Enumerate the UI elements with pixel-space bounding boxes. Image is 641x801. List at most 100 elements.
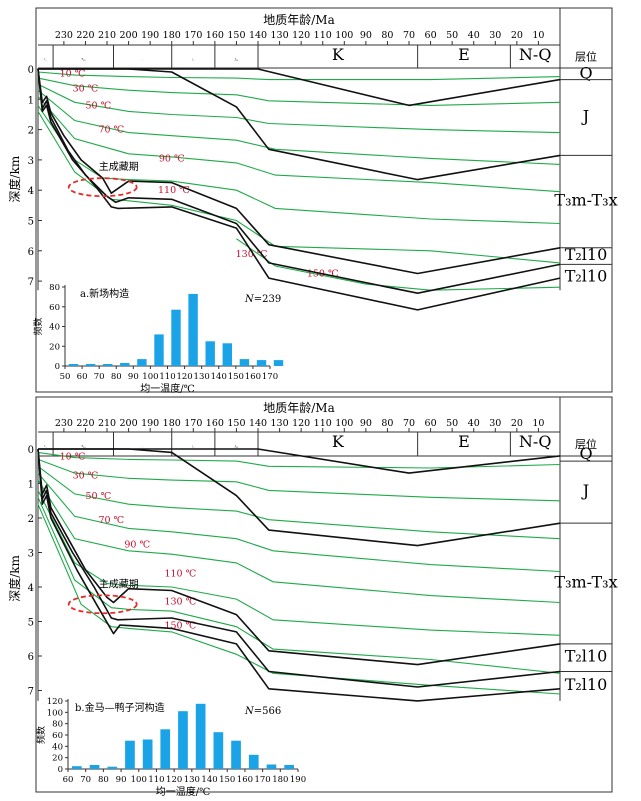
hist-x-tick-label: 140	[201, 775, 217, 785]
isotherm-label: 50 ℃	[86, 491, 112, 502]
hist-x-tick-label: 120	[166, 775, 182, 785]
isotherm-label: 70 ℃	[98, 515, 124, 526]
isotherm-line	[37, 451, 561, 469]
strata-label: T₃m-T₃x10	[554, 573, 617, 592]
age-tick-label: 100	[335, 418, 353, 429]
age-tick-label: 170	[184, 30, 202, 41]
hist-bar	[195, 703, 206, 769]
isotherm-line	[236, 238, 561, 291]
age-tick-label: 60	[425, 418, 437, 429]
hist-bar	[248, 754, 259, 769]
period-label: E10	[458, 432, 470, 451]
age-tick-label: 110	[314, 30, 332, 41]
period-label: J10	[191, 59, 195, 62]
depth-tick-label: 2	[28, 126, 34, 137]
isotherm-label: 130 ℃	[164, 596, 196, 607]
burial-curve-T2l12	[37, 448, 561, 702]
hist-y-tick-label: 20	[52, 754, 63, 764]
isotherm-line	[37, 503, 561, 695]
isotherm-label: 130 ℃	[236, 249, 268, 260]
strata-label: T₂l10	[565, 675, 608, 694]
depth-tick-label: 1	[28, 95, 34, 106]
age-tick-label: 200	[120, 418, 138, 429]
age-tick-label: 100	[335, 30, 353, 41]
depth-tick-label: 4	[28, 186, 34, 197]
isotherm-line	[37, 497, 561, 674]
hist-bar	[213, 732, 224, 769]
age-tick-label: 60	[425, 30, 437, 41]
hist-bar	[256, 360, 267, 366]
age-tick-label: 40	[468, 418, 480, 429]
age-tick-label: 190	[141, 30, 159, 41]
hist-bar	[142, 739, 153, 769]
period-label: T10	[81, 444, 86, 449]
depth-tick-label: 0	[28, 445, 34, 456]
hist-x-tick-label: 70	[80, 775, 91, 785]
hist-bar	[188, 293, 198, 366]
age-tick-label: 20	[511, 418, 523, 429]
panel-frame	[35, 7, 613, 393]
hist-y-tick-label: 80	[52, 720, 63, 730]
hist-n-label: N=566	[244, 706, 281, 717]
hist-bar	[284, 765, 294, 769]
isotherm-label: 90 ℃	[159, 153, 185, 164]
age-axis-title: 地质年龄/Ma	[263, 13, 335, 27]
age-tick-label: 140	[249, 418, 267, 429]
isotherm-label: 90 ℃	[124, 539, 150, 550]
period-label: J10	[234, 444, 239, 449]
age-tick-label: 30	[489, 418, 501, 429]
hist-bar	[178, 711, 188, 769]
depth-tick-label: 2	[28, 514, 34, 525]
depth-axis-title: 深度/km	[7, 554, 22, 601]
hist-x-tick-label: 80	[111, 372, 122, 382]
burial-curve-J	[38, 68, 561, 181]
strata-label: T₂l10	[565, 647, 608, 666]
hist-bar	[85, 364, 96, 366]
hist-x-tick-label: 120	[176, 372, 192, 382]
depth-tick-label: 6	[28, 652, 34, 663]
isotherm-label: 70 ℃	[98, 125, 124, 136]
isotherm-line	[37, 105, 561, 225]
isotherm-line	[37, 465, 561, 540]
hist-n-label: N=239	[244, 294, 281, 305]
hist-bar	[273, 360, 284, 366]
period-label: K10	[332, 432, 345, 451]
age-tick-label: 110	[314, 418, 332, 429]
hist-title: b.金马—鸭子河构造	[75, 701, 165, 714]
age-tick-label: 180	[163, 30, 181, 41]
depth-tick-label: 7	[28, 277, 34, 288]
age-tick-label: 230	[55, 30, 73, 41]
age-tick-label: 50	[446, 418, 458, 429]
period-label: T10	[44, 59, 47, 62]
strata-label: J10	[581, 481, 589, 500]
strata-label: T₂l10	[565, 266, 608, 285]
accumulation-ellipse	[67, 177, 138, 198]
hist-x-tick-label: 150	[228, 372, 244, 382]
age-tick-label: 10	[532, 418, 544, 429]
period-label: J10	[191, 446, 195, 449]
burial-curve-T3	[37, 448, 561, 666]
age-tick-label: 190	[141, 418, 159, 429]
age-tick-label: 50	[446, 30, 458, 41]
period-label: J10	[141, 59, 144, 61]
isotherm-label: 30 ℃	[73, 470, 99, 481]
period-label: N-Q10	[519, 45, 552, 64]
depth-tick-label: 3	[28, 156, 34, 167]
hist-x-tick-label: 60	[63, 775, 74, 785]
strata-label: T₃m-T₃x10	[554, 191, 617, 210]
age-tick-label: 120	[292, 418, 310, 429]
hist-bar	[72, 766, 82, 769]
accumulation-ellipse	[67, 594, 138, 615]
age-tick-label: 210	[98, 30, 116, 41]
hist-y-tick-label: 20	[49, 342, 60, 352]
age-tick-label: 90	[360, 30, 372, 41]
hist-x-tick-label: 160	[237, 775, 253, 785]
period-label: J10	[141, 446, 144, 448]
hist-bar	[137, 359, 147, 366]
period-label: N-Q10	[519, 432, 552, 451]
hist-y-tick-label: 120	[47, 697, 63, 707]
age-tick-label: 70	[403, 30, 415, 41]
hist-y-tick-label: 60	[52, 731, 63, 741]
hist-x-tick-label: 130	[184, 775, 200, 785]
